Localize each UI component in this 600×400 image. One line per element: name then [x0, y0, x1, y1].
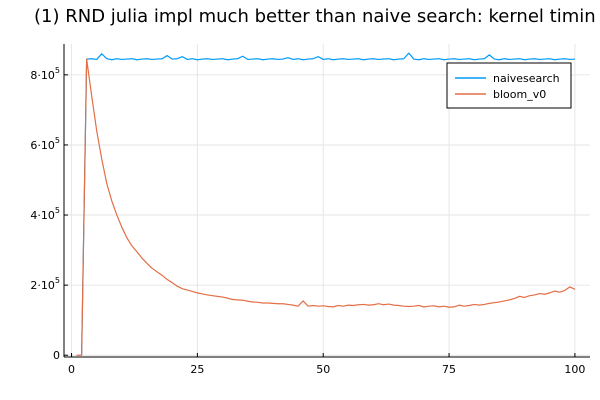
x-tick-label: 50	[316, 363, 330, 376]
y-tick-exponent: 5	[55, 206, 60, 215]
x-tick-label: 25	[190, 363, 204, 376]
y-tick-label: 0	[53, 349, 60, 362]
series	[76, 52, 576, 356]
x-tick-label: 75	[442, 363, 456, 376]
y-tick-exponent: 5	[55, 136, 60, 145]
y-tick-base: 8·10	[30, 69, 55, 82]
legend-box	[446, 62, 572, 109]
y-tick-exponent: 5	[55, 276, 60, 285]
y-tick-base: 2·10	[30, 279, 55, 292]
y-tick-label: 6·105	[30, 136, 60, 152]
y-tick-label: 2·105	[30, 276, 60, 292]
y-tick-exponent: 5	[55, 66, 60, 75]
legend-label: bloom_v0	[493, 88, 546, 101]
legend: naivesearch bloom_v0	[446, 62, 572, 109]
x-ticks: 0 25 50 75 100	[68, 353, 585, 376]
series-line-bloom-v0	[76, 58, 576, 356]
y-tick-base: 4·10	[30, 209, 55, 222]
series-line-naivesearch	[81, 52, 575, 356]
y-tick-label: 8·105	[30, 66, 60, 82]
x-tick-label: 100	[564, 363, 585, 376]
y-tick-base: 6·10	[30, 139, 55, 152]
x-tick-label: 0	[68, 363, 75, 376]
y-tick-base: 0	[53, 349, 60, 362]
chart-title: (1) RND julia impl much better than naiv…	[34, 6, 596, 27]
legend-label: naivesearch	[493, 72, 560, 85]
y-tick-label: 4·105	[30, 206, 60, 222]
axes	[63, 44, 590, 358]
